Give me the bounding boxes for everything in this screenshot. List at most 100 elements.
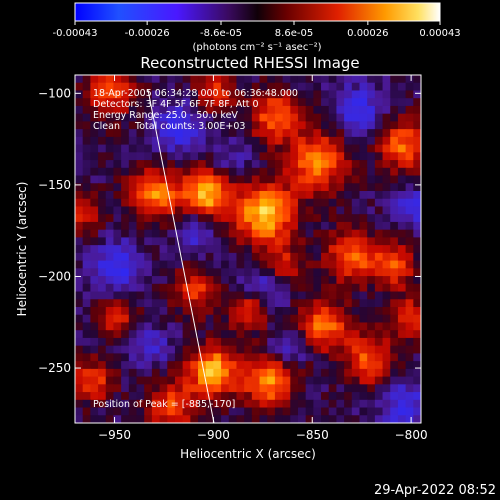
heatmap-pixel xyxy=(113,376,122,385)
heatmap-pixel xyxy=(282,322,291,331)
heatmap-pixel xyxy=(228,245,238,254)
heatmap-pixel xyxy=(105,276,115,285)
heatmap-pixel xyxy=(328,337,338,347)
heatmap-pixel xyxy=(121,314,130,324)
heatmap-pixel xyxy=(267,152,276,161)
heatmap-pixel xyxy=(159,229,168,238)
heatmap-pixel xyxy=(367,314,376,324)
heatmap-pixel xyxy=(351,121,361,130)
heatmap-pixel xyxy=(351,214,361,223)
heatmap-pixel xyxy=(128,283,138,293)
heatmap-pixel xyxy=(397,82,407,92)
heatmap-pixel xyxy=(105,330,115,339)
heatmap-pixel xyxy=(405,214,414,223)
heatmap-pixel xyxy=(182,392,191,401)
heatmap-pixel xyxy=(182,113,191,122)
heatmap-pixel xyxy=(159,105,168,115)
heatmap-pixel xyxy=(82,183,91,192)
heatmap-pixel xyxy=(244,314,253,324)
heatmap-pixel xyxy=(282,214,291,223)
heatmap-pixel xyxy=(374,268,384,277)
heatmap-pixel xyxy=(182,129,191,138)
heatmap-pixel xyxy=(244,376,253,385)
heatmap-pixel xyxy=(228,299,238,308)
heatmap-pixel xyxy=(251,399,261,409)
heatmap-pixel xyxy=(167,214,176,223)
heatmap-pixel xyxy=(98,291,107,300)
heatmap-pixel xyxy=(251,361,261,370)
heatmap-pixel xyxy=(413,337,421,347)
heatmap-pixel xyxy=(367,252,376,262)
heatmap-pixel xyxy=(297,237,307,246)
heatmap-pixel xyxy=(328,368,338,378)
heatmap-pixel xyxy=(367,183,376,192)
heatmap-pixel xyxy=(351,160,361,169)
heatmap-pixel xyxy=(167,291,176,300)
heatmap-pixel xyxy=(128,175,138,184)
heatmap-pixel xyxy=(397,90,407,99)
heatmap-pixel xyxy=(90,144,99,153)
heatmap-pixel xyxy=(167,337,176,347)
heatmap-pixel xyxy=(121,113,130,122)
heatmap-pixel xyxy=(267,283,276,293)
heatmap-pixel xyxy=(198,245,207,254)
heatmap-pixel xyxy=(105,322,115,331)
heatmap-pixel xyxy=(251,214,261,223)
heatmap-pixel xyxy=(351,129,361,138)
heatmap-pixel xyxy=(198,221,207,231)
heatmap-pixel xyxy=(397,345,407,354)
colorbar-tick-label: 0.00026 xyxy=(347,28,388,39)
heatmap-pixel xyxy=(90,415,99,423)
heatmap-pixel xyxy=(167,376,176,385)
heatmap-pixel xyxy=(213,399,222,409)
heatmap-pixel xyxy=(98,113,107,122)
heatmap-pixel xyxy=(382,345,391,354)
heatmap-pixel xyxy=(244,337,253,347)
heatmap-pixel xyxy=(344,314,353,324)
heatmap-pixel xyxy=(313,136,322,146)
heatmap-pixel xyxy=(305,82,314,92)
heatmap-pixel xyxy=(351,229,361,238)
heatmap-pixel xyxy=(297,206,307,215)
heatmap-pixel xyxy=(336,252,345,262)
heatmap-pixel xyxy=(75,121,84,130)
heatmap-pixel xyxy=(221,252,230,262)
heatmap-pixel xyxy=(128,136,138,146)
heatmap-pixel xyxy=(182,337,191,347)
heatmap-pixel xyxy=(267,160,276,169)
heatmap-pixel xyxy=(267,252,276,262)
heatmap-pixel xyxy=(413,136,421,146)
heatmap-pixel xyxy=(397,198,407,208)
heatmap-pixel xyxy=(136,307,145,316)
heatmap-pixel xyxy=(167,113,176,122)
heatmap-pixel xyxy=(174,82,184,92)
heatmap-pixel xyxy=(198,152,207,161)
heatmap-pixel xyxy=(374,198,384,208)
heatmap-pixel xyxy=(397,105,407,115)
heatmap-pixel xyxy=(405,152,414,161)
heatmap-pixel xyxy=(305,113,314,122)
heatmap-pixel xyxy=(82,221,91,231)
heatmap-pixel xyxy=(359,198,368,208)
heatmap-pixel xyxy=(282,183,291,192)
heatmap-pixel xyxy=(267,191,276,200)
heatmap-pixel xyxy=(397,252,407,262)
heatmap-pixel xyxy=(221,291,230,300)
heatmap-pixel xyxy=(297,245,307,254)
heatmap-pixel xyxy=(228,183,238,192)
heatmap-pixel xyxy=(313,144,322,153)
heatmap-pixel xyxy=(167,322,176,331)
heatmap-pixel xyxy=(228,206,238,215)
heatmap-pixel xyxy=(282,167,291,177)
heatmap-pixel xyxy=(351,384,361,393)
heatmap-pixel xyxy=(136,384,145,393)
heatmap-pixel xyxy=(205,221,214,231)
heatmap-pixel xyxy=(98,376,107,385)
heatmap-pixel xyxy=(413,330,421,339)
heatmap-pixel xyxy=(351,330,361,339)
heatmap-pixel xyxy=(198,136,207,146)
colorbar xyxy=(74,2,441,22)
heatmap-pixel xyxy=(82,268,91,277)
heatmap-pixel xyxy=(205,337,214,347)
heatmap-pixel xyxy=(244,260,253,269)
